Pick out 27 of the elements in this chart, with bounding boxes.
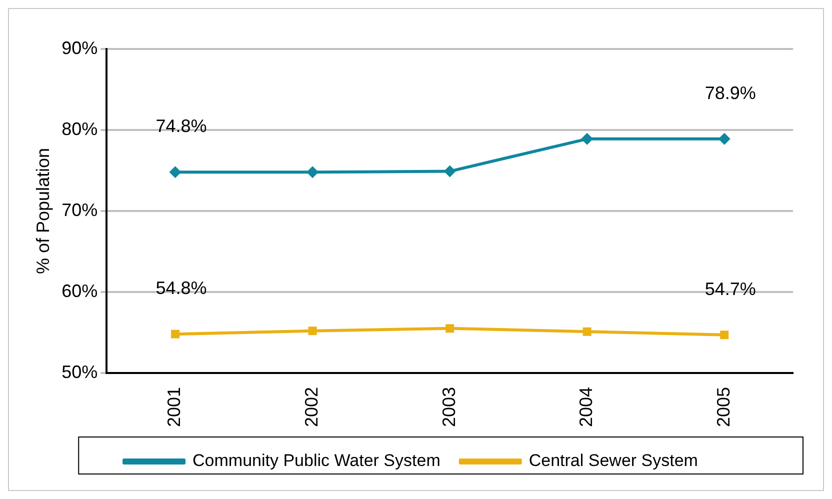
- point: [306, 166, 319, 178]
- point: [446, 324, 454, 333]
- point: [582, 327, 592, 336]
- x-tick-label: 2004: [576, 386, 596, 428]
- point: [308, 326, 317, 336]
- y-tick-label: 70%: [62, 200, 98, 220]
- legend-label: Community Public Water System: [192, 451, 440, 470]
- point: [581, 132, 594, 145]
- data-label: 78.9%: [704, 82, 756, 103]
- point: [444, 165, 456, 178]
- y-axis-title: % of Population: [32, 148, 53, 274]
- y-tick-label: 90%: [62, 38, 98, 58]
- point: [171, 330, 180, 338]
- y-tick-label: 80%: [62, 118, 98, 139]
- data-label: 54.7%: [704, 278, 756, 299]
- x-tick-label: 2003: [438, 386, 459, 428]
- y-tick-label: 60%: [62, 280, 98, 301]
- legend-label: Central Sewer System: [528, 451, 698, 470]
- data-label: 74.8%: [156, 116, 207, 136]
- x-tick-label: 2002: [302, 386, 322, 428]
- data-label: 54.8%: [156, 278, 207, 298]
- point: [169, 166, 182, 178]
- point: [720, 330, 729, 340]
- x-tick-label: 2005: [713, 386, 734, 428]
- point: [718, 132, 730, 145]
- x-tick-label: 2001: [164, 386, 184, 428]
- y-tick-label: 50%: [62, 362, 98, 382]
